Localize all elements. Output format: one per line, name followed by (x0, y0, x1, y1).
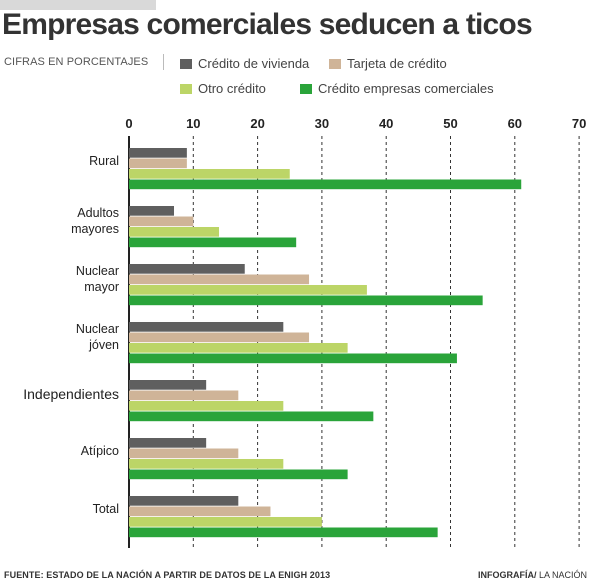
credit-note: INFOGRAFÍA/ LA NACIÓN (478, 570, 587, 580)
legend-item-vivienda: Crédito de vivienda (180, 56, 309, 71)
bar-vivienda (129, 438, 207, 448)
bar-tarjeta (129, 506, 271, 517)
bar-empresas (129, 237, 297, 248)
category-label-line: Nuclear (76, 322, 119, 336)
bar-vivienda (129, 380, 207, 390)
bar-tarjeta (129, 274, 310, 285)
bar-tarjeta (129, 158, 187, 169)
x-tick-label: 50 (443, 116, 457, 131)
legend-swatch (300, 83, 312, 94)
category-label: Rural (89, 154, 119, 168)
legend-item-tarjeta: Tarjeta de crédito (329, 56, 447, 71)
credit-rest: LA NACIÓN (536, 570, 587, 580)
bar-otro (129, 459, 284, 469)
bar-empresas (129, 469, 348, 480)
source-note: FUENTE: ESTADO DE LA NACIÓN A PARTIR DE … (4, 570, 331, 580)
bar-vivienda (129, 322, 284, 332)
credit-strong: INFOGRAFÍA/ (477, 570, 537, 580)
chart-title: Empresas comerciales seducen a ticos (2, 8, 533, 41)
bar-empresas (129, 353, 457, 364)
x-tick-label: 60 (508, 116, 522, 131)
legend-item-otro: Otro crédito (180, 81, 266, 96)
legend-swatch (180, 83, 192, 94)
bar-empresas (129, 527, 438, 538)
x-tick-label: 40 (379, 116, 393, 131)
top-accent-bar (0, 0, 156, 10)
x-tick-label: 30 (315, 116, 329, 131)
legend-label: Crédito de vivienda (198, 56, 310, 71)
category-label: Nuclear mayor (76, 264, 119, 294)
bar-chart: 0 10 20 30 40 50 60 70 Rural Adultos mayores Nuclea… (23, 116, 586, 548)
bar-otro (129, 169, 290, 179)
bar-otro (129, 285, 367, 295)
chart-subtitle: CIFRAS EN PORCENTAJES (4, 56, 149, 68)
legend-swatch (180, 58, 192, 69)
bar-tarjeta (129, 390, 239, 401)
category-label-line: Nuclear (76, 264, 119, 278)
legend-label: Tarjeta de crédito (347, 56, 447, 71)
bar-otro (129, 401, 284, 411)
bar-empresas (129, 295, 483, 306)
bar-empresas (129, 179, 522, 190)
legend-item-empresas: Crédito empresas comerciales (300, 81, 494, 96)
legend-label: Crédito empresas comerciales (318, 81, 494, 96)
bar-otro (129, 517, 322, 527)
legend-swatch (329, 58, 341, 69)
bar-empresas (129, 411, 374, 422)
bar-vivienda (129, 206, 175, 216)
bar-otro (129, 227, 220, 237)
bar-tarjeta (129, 332, 310, 343)
bar-tarjeta (129, 216, 194, 227)
x-tick-label: 70 (572, 116, 586, 131)
category-label: Nuclear jóven (76, 322, 119, 352)
x-tick-label: 20 (250, 116, 264, 131)
category-label: Independientes (23, 386, 119, 402)
category-label: Atípico (81, 444, 119, 458)
category-label-line: mayores (71, 222, 119, 236)
legend-label: Otro crédito (198, 81, 266, 96)
bar-otro (129, 343, 348, 353)
category-label-line: mayor (84, 280, 119, 294)
bar-vivienda (129, 264, 245, 274)
category-label-line: jóven (88, 338, 119, 352)
header-separator (163, 54, 164, 70)
category-label-line: Adultos (77, 206, 119, 220)
category-label: Adultos mayores (71, 206, 119, 236)
bar-tarjeta (129, 448, 239, 459)
category-label: Total (93, 502, 119, 516)
x-tick-label: 0 (125, 116, 132, 131)
x-tick-label: 10 (186, 116, 200, 131)
bar-vivienda (129, 496, 239, 506)
bar-vivienda (129, 148, 187, 158)
